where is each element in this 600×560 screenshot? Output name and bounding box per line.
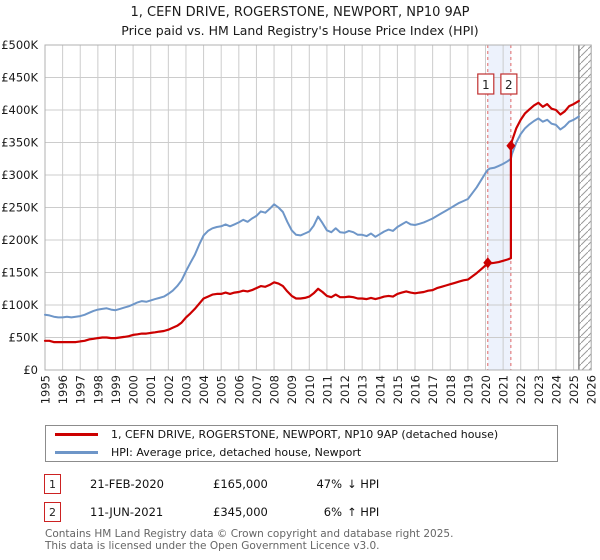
svg-text:2003: 2003 xyxy=(179,375,193,404)
sale-1-hpi-delta-pct: 47% xyxy=(316,477,342,491)
x-axis-labels: 1995 1996 1997 1998 1999 2000 2001 2002 2003 2004… xyxy=(39,375,599,404)
sale-2-price: £345,000 xyxy=(213,505,268,519)
svg-text:2020: 2020 xyxy=(479,375,493,404)
svg-text:2024: 2024 xyxy=(549,375,563,404)
sale-marker-2 xyxy=(506,140,516,152)
footer-line-1: Contains HM Land Registry data © Crown c… xyxy=(45,528,454,540)
svg-text:2006: 2006 xyxy=(232,375,246,404)
svg-text:2007: 2007 xyxy=(250,375,264,404)
svg-text:2013: 2013 xyxy=(356,375,370,404)
svg-text:£150K: £150K xyxy=(1,266,38,280)
svg-text:£500K: £500K xyxy=(1,38,38,52)
svg-text:2025: 2025 xyxy=(567,375,581,404)
sale-label-box-2: 2 xyxy=(500,73,518,95)
sale-2-hpi-delta-pct: 6% xyxy=(323,505,342,519)
chart-legend: 1, CEFN DRIVE, ROGERSTONE, NEWPORT, NP10… xyxy=(45,425,558,462)
svg-text:2014: 2014 xyxy=(373,375,387,404)
sale-2-number-badge: 2 xyxy=(44,502,61,522)
svg-text:2008: 2008 xyxy=(268,375,282,404)
svg-text:2026: 2026 xyxy=(585,375,599,404)
future-hatch-region xyxy=(578,45,592,370)
svg-text:2019: 2019 xyxy=(461,375,475,404)
sale-1-date: 21-FEB-2020 xyxy=(90,477,164,491)
svg-text:2010: 2010 xyxy=(303,375,317,404)
svg-text:1: 1 xyxy=(482,78,490,92)
sale-1-hpi-delta-direction: ↓ HPI xyxy=(347,477,380,491)
sale-2-hpi-delta-direction: ↑ HPI xyxy=(347,505,380,519)
svg-text:2: 2 xyxy=(505,78,513,92)
sale-2-date: 11-JUN-2021 xyxy=(90,505,164,519)
sale-marker-1 xyxy=(483,257,493,269)
legend-label-hpi: HPI: Average price, detached house, Newp… xyxy=(111,446,362,459)
legend-label-property: 1, CEFN DRIVE, ROGERSTONE, NEWPORT, NP10… xyxy=(111,428,499,441)
hpi-line-swatch xyxy=(55,451,98,454)
svg-text:£300K: £300K xyxy=(1,168,38,182)
svg-text:£350K: £350K xyxy=(1,136,38,150)
svg-text:£50K: £50K xyxy=(9,331,39,345)
svg-text:£250K: £250K xyxy=(1,201,38,215)
sale-label-box-1: 1 xyxy=(477,73,495,95)
svg-text:1997: 1997 xyxy=(74,375,88,404)
svg-text:2002: 2002 xyxy=(162,375,176,404)
svg-text:2012: 2012 xyxy=(338,375,352,404)
sale-1-price: £165,000 xyxy=(213,477,268,491)
page-subtitle: Price paid vs. HM Land Registry's House … xyxy=(121,23,479,38)
svg-text:1998: 1998 xyxy=(91,375,105,404)
svg-text:2022: 2022 xyxy=(514,375,528,404)
property-line-swatch xyxy=(55,433,98,436)
svg-text:2001: 2001 xyxy=(144,375,158,404)
y-axis-labels: £0 £50K £100K £150K £200K £250K £300K £350K £400… xyxy=(1,38,38,377)
svg-text:2015: 2015 xyxy=(391,375,405,404)
sale-row-1: 1 21-FEB-2020 £165,000 47% ↓ HPI xyxy=(40,474,379,494)
property-line xyxy=(43,99,581,344)
svg-text:2005: 2005 xyxy=(215,375,229,404)
legend-item-hpi: HPI: Average price, detached house, Newp… xyxy=(46,445,557,460)
svg-text:1996: 1996 xyxy=(56,375,70,404)
page-title: 1, CEFN DRIVE, ROGERSTONE, NEWPORT, NP10… xyxy=(130,5,470,20)
svg-text:2023: 2023 xyxy=(532,375,546,404)
price-history-chart: 1 2 £0 £50K £100K £150K £200K £250K £300K £350K £4… xyxy=(1,38,599,404)
svg-text:2011: 2011 xyxy=(320,375,334,404)
svg-text:1995: 1995 xyxy=(39,375,53,404)
svg-text:2017: 2017 xyxy=(426,375,440,404)
footer-line-2: This data is licensed under the Open Gov… xyxy=(45,539,380,552)
svg-text:1999: 1999 xyxy=(109,375,123,404)
svg-text:£400K: £400K xyxy=(1,103,38,117)
legend-item-property: 1, CEFN DRIVE, ROGERSTONE, NEWPORT, NP10… xyxy=(46,427,557,442)
sale-1-number-badge: 1 xyxy=(44,474,61,494)
svg-text:£0: £0 xyxy=(23,363,38,377)
hpi-line xyxy=(44,115,580,319)
svg-text:2018: 2018 xyxy=(444,375,458,404)
svg-text:2009: 2009 xyxy=(285,375,299,404)
svg-text:£450K: £450K xyxy=(1,71,38,85)
sale-row-2: 2 11-JUN-2021 £345,000 6% ↑ HPI xyxy=(40,502,379,522)
svg-text:2004: 2004 xyxy=(197,375,211,404)
license-footer: Contains HM Land Registry data © Crown c… xyxy=(45,528,454,552)
plot-border xyxy=(44,44,592,371)
svg-text:£200K: £200K xyxy=(1,233,38,247)
svg-text:2016: 2016 xyxy=(409,375,423,404)
svg-text:2000: 2000 xyxy=(127,375,141,404)
svg-text:£100K: £100K xyxy=(1,298,38,312)
svg-text:2021: 2021 xyxy=(497,375,511,404)
